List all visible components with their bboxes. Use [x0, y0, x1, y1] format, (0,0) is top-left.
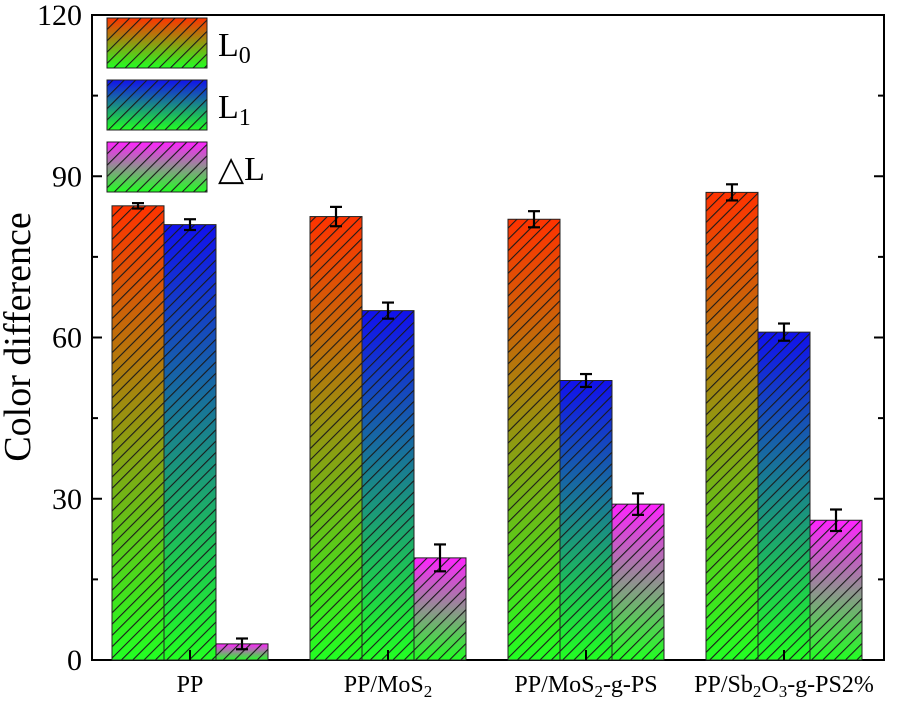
legend-swatch-hatch [106, 17, 208, 69]
x-tick-label-sub: 2 [594, 682, 603, 701]
x-tick-label: PP/MoS2 [344, 672, 433, 701]
legend-label: L1 [218, 89, 251, 131]
x-tick-label-sub: 2 [753, 682, 762, 701]
x-tick-label: PP/Sb2O3-g-PS2% [694, 672, 874, 701]
bar [309, 216, 363, 661]
y-tick-label: 90 [52, 160, 82, 193]
x-tick-label-part: -g-PS [603, 672, 658, 698]
x-tick-label: PP/MoS2-g-PS [514, 672, 657, 701]
bar [559, 380, 613, 661]
legend-swatch-hatch [106, 141, 208, 193]
legend-label-main: L [218, 89, 239, 126]
y-tick-label: 120 [37, 0, 82, 32]
bar [507, 218, 561, 661]
y-tick-label: 0 [67, 644, 82, 677]
y-axis-label: Color difference [0, 212, 39, 461]
x-tick-label-part: PP/Sb [694, 672, 753, 698]
bar [809, 519, 863, 661]
bar [757, 331, 811, 661]
legend-label-sub: 0 [239, 43, 251, 69]
bar [705, 191, 759, 661]
x-tick-label-part: PP [177, 672, 204, 698]
x-tick-label-part: PP/MoS [344, 672, 424, 698]
bars [111, 183, 863, 661]
y-axis: 0 30 60 90 120 [37, 0, 884, 677]
bar [163, 224, 217, 661]
legend-swatch-hatch [106, 79, 208, 131]
x-tick-label-part: -g-PS2% [787, 672, 874, 698]
legend-label-main: △L [218, 151, 265, 188]
x-tick-label-sub: 3 [779, 682, 788, 701]
bar [111, 205, 165, 661]
legend-label-sub: 1 [239, 105, 251, 131]
bar [413, 557, 467, 661]
y-tick-label: 30 [52, 483, 82, 516]
bar [361, 310, 415, 661]
x-tick-label-part: O [761, 672, 778, 698]
x-tick-label: PP [177, 672, 204, 698]
x-axis: PP PP/MoS2 PP/MoS2-g-PS PP/Sb2O3-g-PS2% [177, 650, 874, 701]
y-tick-label: 60 [52, 322, 82, 355]
legend-label-main: L [218, 27, 239, 64]
bar [611, 503, 665, 661]
legend-label: △L [218, 151, 265, 188]
x-tick-label-part: PP/MoS [514, 672, 594, 698]
x-tick-label-sub: 2 [424, 682, 433, 701]
legend-label: L0 [218, 27, 251, 69]
